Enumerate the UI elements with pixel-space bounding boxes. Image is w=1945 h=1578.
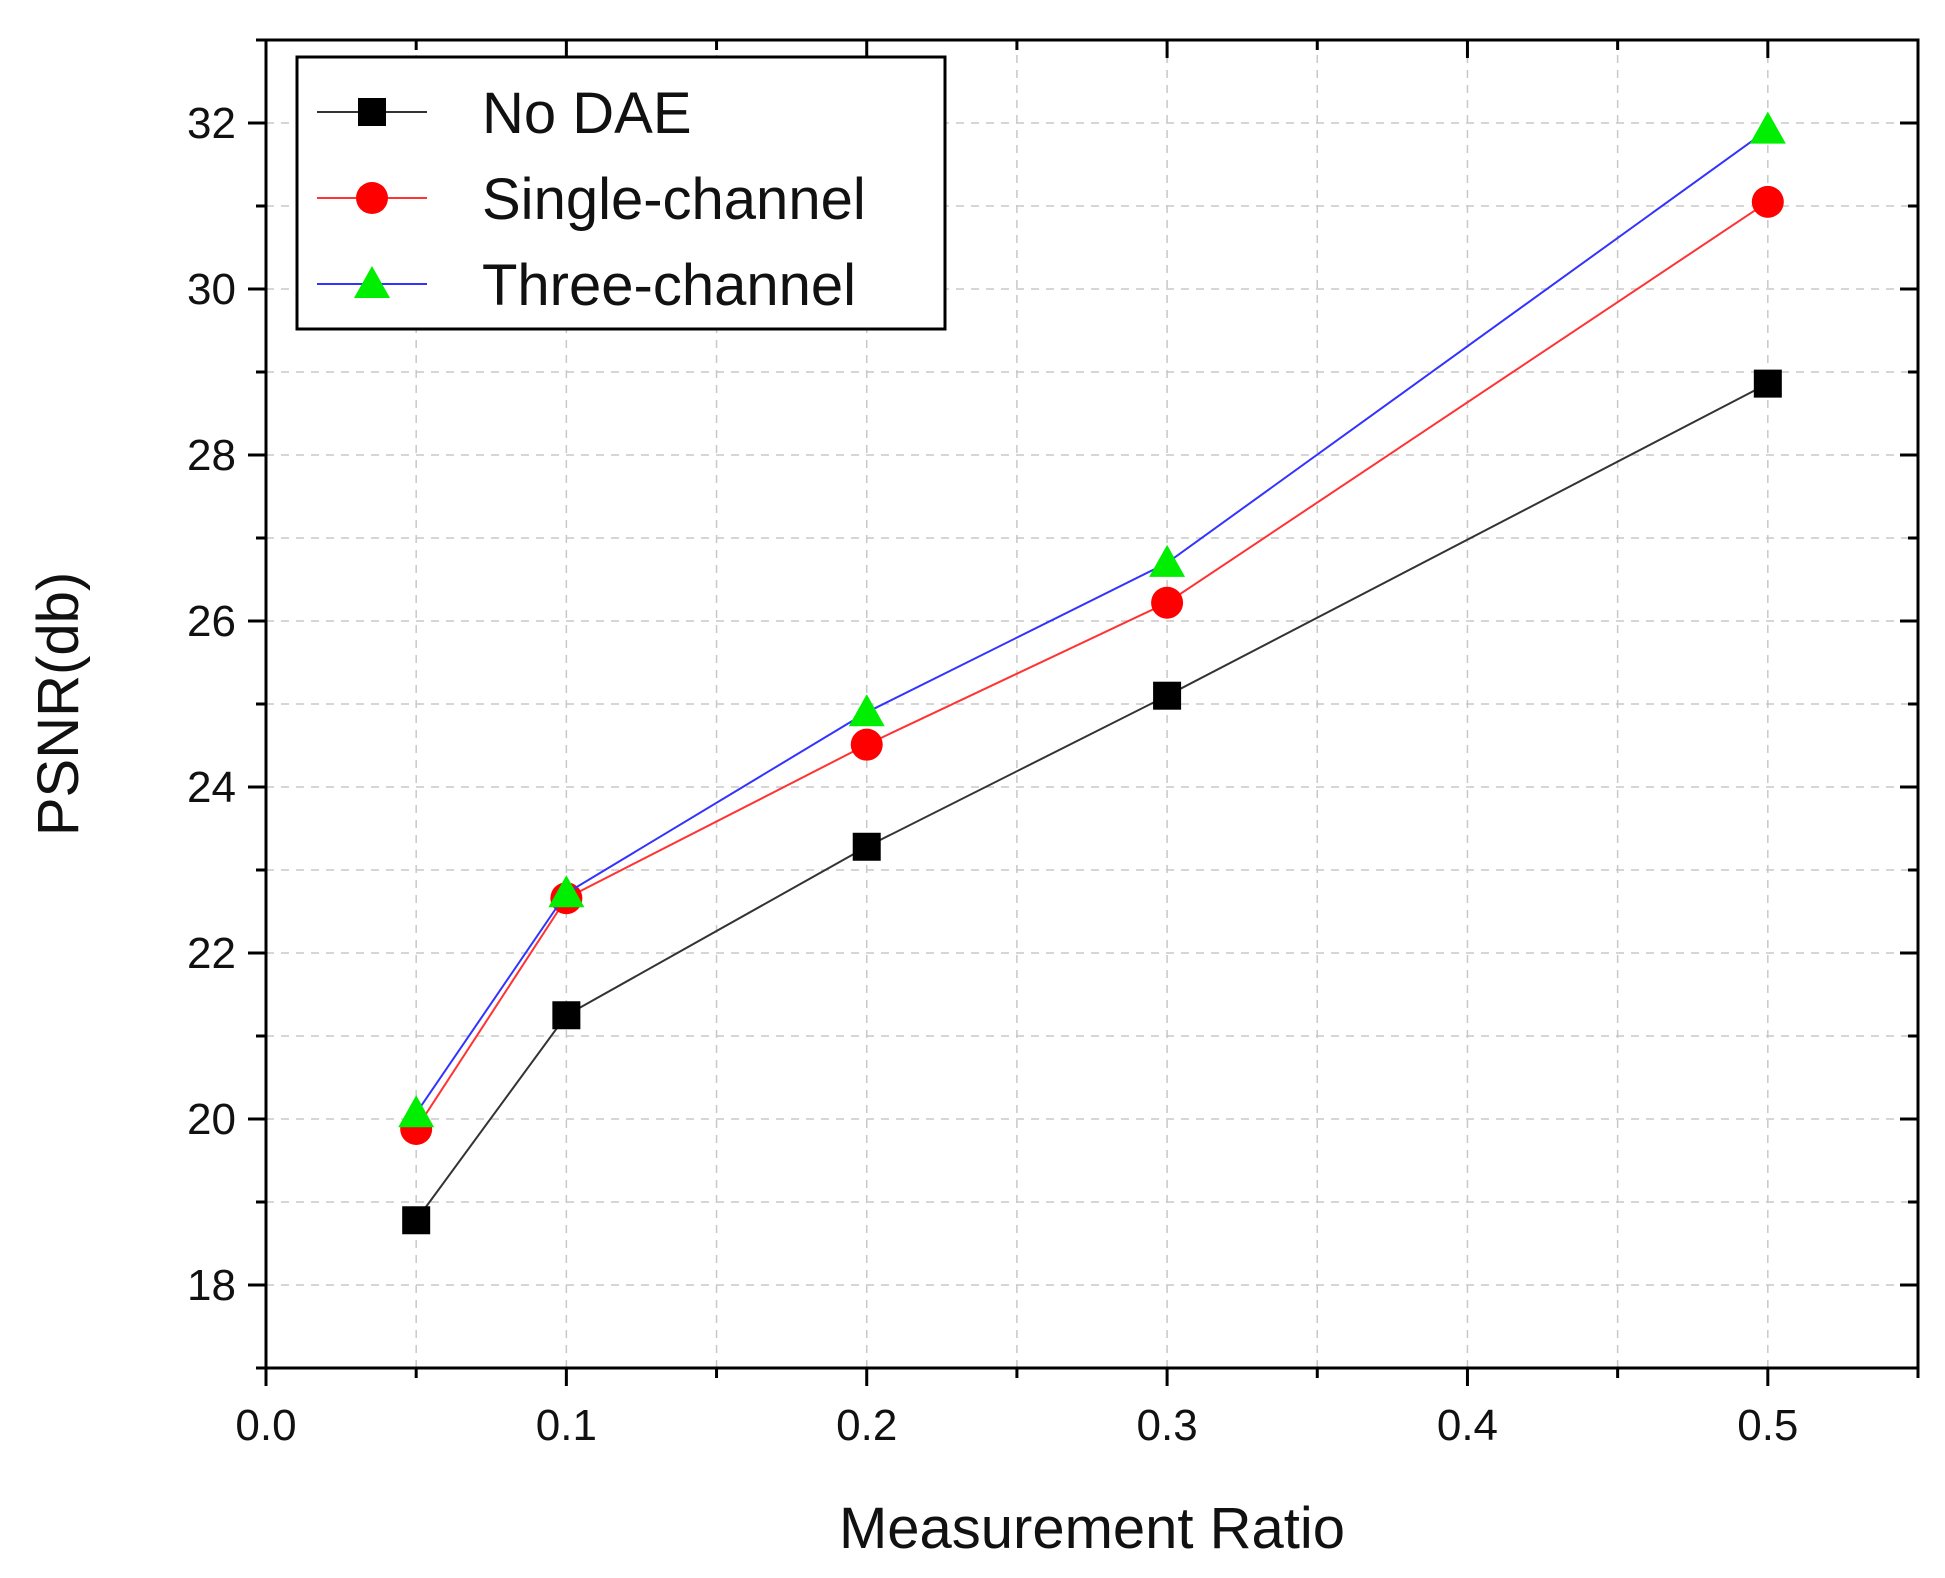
x-axis-title: Measurement Ratio	[839, 1496, 1345, 1561]
x-tick-label: 0.5	[1737, 1401, 1798, 1450]
x-tick-label: 0.1	[536, 1401, 597, 1450]
y-axis-title: PSNR(db)	[26, 572, 91, 836]
legend-marker	[356, 182, 388, 214]
x-axis-tick-labels: 0.0 0.1 0.2 0.3 0.4 0.5	[235, 1401, 1798, 1450]
data-point-marker	[852, 832, 881, 861]
y-tick-label: 30	[187, 265, 236, 314]
data-point-marker	[848, 694, 885, 727]
series-no-dae	[402, 369, 1782, 1235]
data-point-marker	[1753, 369, 1782, 398]
y-axis-tick-labels: 18 20 22 24 26 28 30 32	[187, 99, 236, 1310]
axis-ticks	[248, 38, 1920, 1386]
legend-label: No DAE	[482, 81, 692, 146]
legend: No DAE Single-channel Three-channel	[295, 55, 947, 331]
data-point-marker	[850, 728, 883, 761]
data-point-marker	[1151, 586, 1184, 619]
y-tick-label: 20	[187, 1095, 236, 1144]
y-tick-label: 18	[187, 1261, 236, 1310]
y-tick-label: 22	[187, 929, 236, 978]
legend-item: No DAE	[317, 81, 692, 146]
data-point-marker	[1149, 544, 1186, 577]
data-point-marker	[552, 1001, 581, 1030]
legend-item: Three-channel	[317, 253, 856, 318]
data-point-marker	[1153, 681, 1182, 710]
series-group	[398, 111, 1786, 1235]
y-tick-label: 24	[187, 763, 236, 812]
x-tick-label: 0.4	[1437, 1401, 1498, 1450]
data-point-marker	[402, 1206, 431, 1235]
data-point-marker	[548, 875, 585, 908]
y-tick-label: 26	[187, 597, 236, 646]
legend-item: Single-channel	[317, 167, 866, 232]
x-tick-label: 0.0	[235, 1401, 296, 1450]
legend-label: Three-channel	[482, 253, 856, 318]
data-point-marker	[1751, 185, 1784, 218]
legend-label: Single-channel	[482, 167, 866, 232]
y-tick-label: 28	[187, 431, 236, 480]
y-tick-label: 32	[187, 99, 236, 148]
series-three-channel	[398, 111, 1786, 1128]
legend-marker	[358, 98, 386, 126]
x-tick-label: 0.3	[1137, 1401, 1198, 1450]
x-tick-label: 0.2	[836, 1401, 897, 1450]
legend-marker	[354, 266, 390, 298]
data-point-marker	[398, 1095, 435, 1128]
data-point-marker	[1749, 111, 1786, 144]
